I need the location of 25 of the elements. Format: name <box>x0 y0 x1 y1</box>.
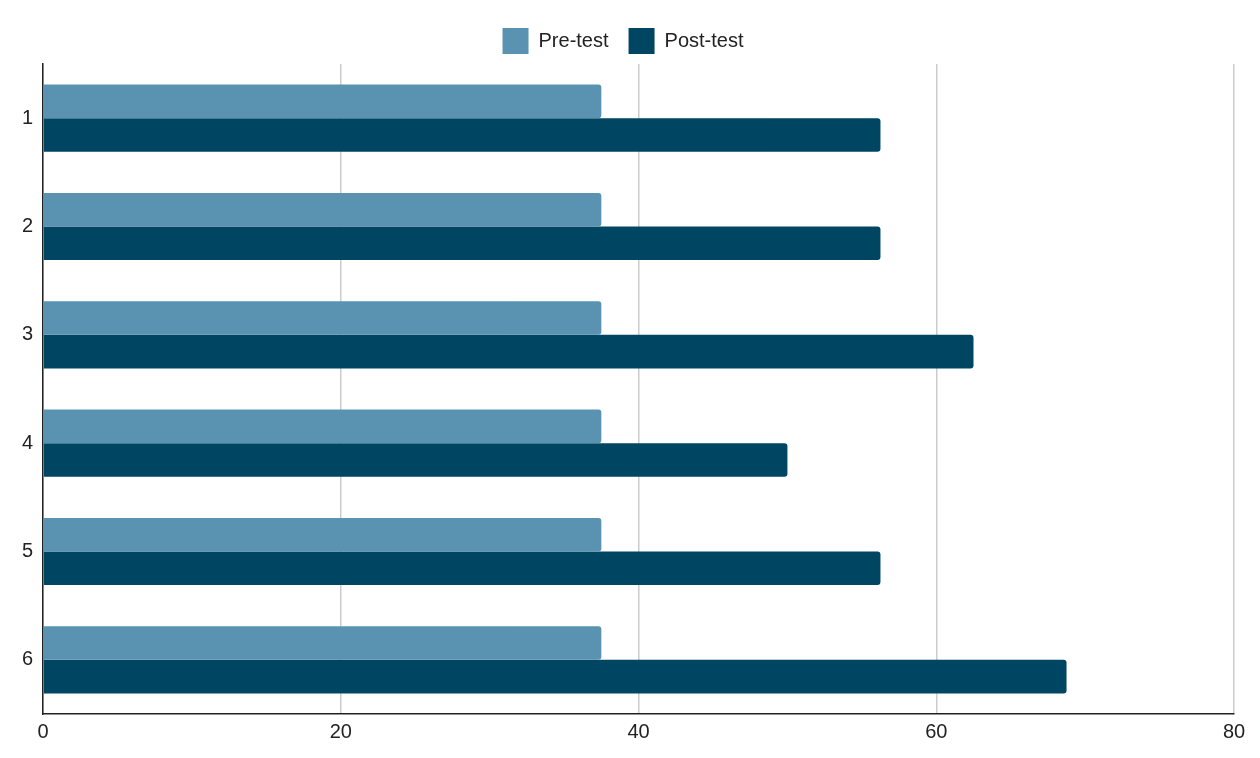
bar <box>43 409 602 444</box>
x-tick-label: 40 <box>627 719 650 742</box>
x-tick-label: 20 <box>329 719 352 742</box>
bar <box>43 517 602 552</box>
bar <box>43 334 974 369</box>
y-tick-label: 1 <box>22 105 34 128</box>
bar <box>43 551 881 586</box>
y-tick-label: 2 <box>22 214 34 237</box>
bar <box>43 626 602 660</box>
bar <box>43 84 602 119</box>
legend-label: Post-test <box>664 28 744 51</box>
y-tick-label: 3 <box>22 322 34 345</box>
bar <box>43 301 602 335</box>
y-tick-label: 6 <box>22 647 34 670</box>
bar <box>43 192 602 227</box>
x-tick-label: 0 <box>37 719 49 742</box>
bar <box>43 118 881 152</box>
bar <box>43 443 788 477</box>
y-tick-label: 5 <box>22 539 34 562</box>
x-tick-label: 60 <box>925 719 948 742</box>
bar <box>43 226 881 261</box>
legend-label: Pre-test <box>538 28 609 51</box>
bar <box>43 659 1067 694</box>
x-tick-label: 80 <box>1222 719 1246 742</box>
y-tick-label: 4 <box>22 430 34 453</box>
